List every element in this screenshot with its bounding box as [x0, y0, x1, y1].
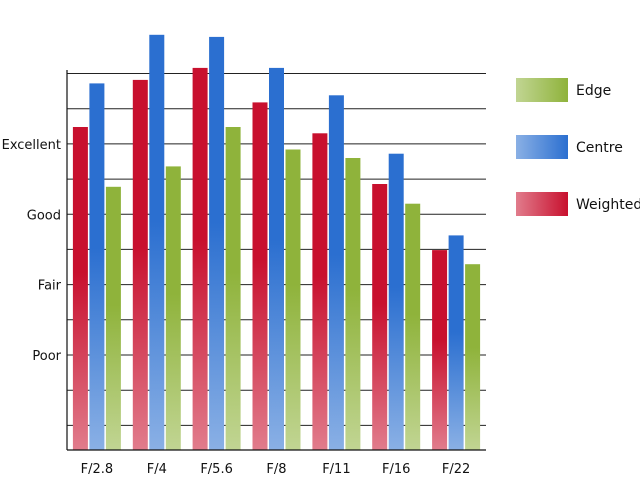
bar-edge-f-2-8: [105, 186, 121, 451]
bar-centre-f-2-8: [89, 83, 105, 451]
bar-weighted-f-16: [372, 184, 388, 450]
x-tick-label-f-16: F/16: [382, 462, 410, 477]
bar-centre-f-5-6: [209, 36, 225, 451]
x-tick-label-f-11: F/11: [322, 462, 350, 477]
x-axis-tick-labels: F/2.8 F/4 F/5.6 F/8 F/11 F/16 F/22: [81, 462, 471, 477]
legend-swatch-edge: [516, 78, 568, 102]
x-tick-label-f-22: F/22: [442, 462, 470, 477]
legend-item-centre: Centre: [516, 135, 623, 159]
y-tick-label-excellent: Excellent: [2, 138, 61, 153]
bar-centre-f-4: [149, 34, 165, 451]
bar-centre-f-16: [388, 153, 404, 450]
legend-swatch-centre: [516, 135, 568, 159]
x-tick-label-f-4: F/4: [147, 462, 167, 477]
y-tick-label-good: Good: [27, 208, 61, 223]
x-tick-label-f-8: F/8: [266, 462, 286, 477]
bar-weighted-f-4: [132, 79, 148, 451]
x-tick-label-f-2-8: F/2.8: [81, 462, 114, 477]
legend-item-weighted: Weighted: [516, 192, 640, 216]
y-tick-label-poor: Poor: [32, 349, 61, 364]
bar-weighted-f-8: [252, 102, 268, 451]
legend: Edge Centre Weighted: [516, 78, 640, 216]
x-tick-label-f-5-6: F/5.6: [200, 462, 233, 477]
bar-edge-f-22: [465, 264, 481, 450]
bar-weighted-f-2-8: [72, 127, 88, 450]
bars: [72, 34, 481, 451]
legend-label-weighted: Weighted: [576, 197, 640, 213]
bar-centre-f-8: [269, 67, 284, 451]
legend-swatch-weighted: [516, 192, 568, 216]
bar-edge-f-4: [165, 166, 181, 450]
legend-item-edge: Edge: [516, 78, 611, 102]
bar-centre-f-11: [328, 95, 344, 451]
bar-edge-f-16: [405, 203, 421, 450]
bar-weighted-f-5-6: [192, 67, 208, 451]
y-axis-tick-labels: Poor Fair Good Excellent: [2, 138, 62, 364]
bar-edge-f-11: [345, 158, 361, 450]
bar-centre-f-22: [448, 235, 464, 450]
bar-edge-f-8: [285, 149, 301, 450]
y-tick-label-fair: Fair: [38, 279, 62, 294]
bar-weighted-f-22: [432, 250, 448, 450]
legend-label-centre: Centre: [576, 140, 623, 156]
legend-label-edge: Edge: [576, 83, 611, 99]
bar-edge-f-5-6: [225, 127, 241, 450]
bar-weighted-f-11: [312, 133, 328, 451]
axes: [66, 70, 486, 451]
